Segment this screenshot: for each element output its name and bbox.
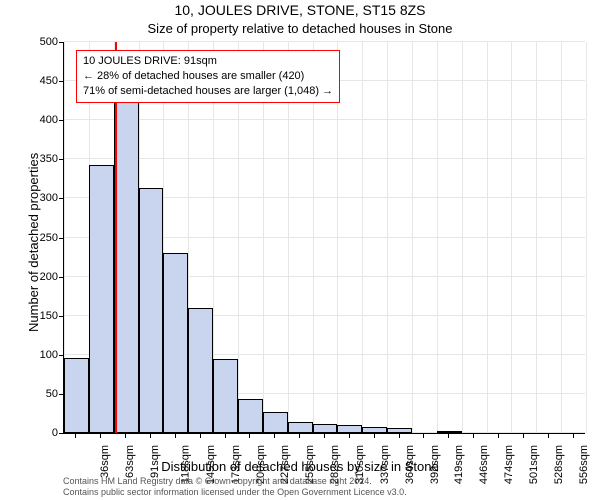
x-tick-mark — [448, 434, 449, 438]
x-tick-mark — [75, 434, 76, 438]
x-tick-mark — [399, 434, 400, 438]
annotation-line: 10 JOULES DRIVE: 91sqm — [83, 54, 333, 69]
gridline-v — [387, 42, 388, 433]
x-tick-mark — [150, 434, 151, 438]
gridline-h — [64, 158, 585, 159]
histogram-bar — [64, 358, 89, 433]
gridline-h — [64, 41, 585, 42]
x-tick-mark — [249, 434, 250, 438]
histogram-bar — [337, 425, 362, 433]
x-tick-mark — [423, 434, 424, 438]
y-tick-mark — [59, 394, 63, 395]
histogram-bar — [288, 422, 313, 433]
attribution: Contains HM Land Registry data © Crown c… — [63, 476, 407, 498]
gridline-v — [412, 42, 413, 433]
y-tick-mark — [59, 433, 63, 434]
title-main: 10, JOULES DRIVE, STONE, ST15 8ZS — [0, 2, 600, 18]
attribution-line: Contains public sector information licen… — [63, 487, 407, 498]
y-tick-mark — [59, 42, 63, 43]
x-tick-mark — [175, 434, 176, 438]
gridline-h — [64, 119, 585, 120]
y-tick-mark — [59, 198, 63, 199]
attribution-line: Contains HM Land Registry data © Crown c… — [63, 476, 407, 487]
gridline-v — [536, 42, 537, 433]
y-tick-mark — [59, 277, 63, 278]
y-tick-mark — [59, 355, 63, 356]
title-sub: Size of property relative to detached ho… — [0, 21, 600, 36]
x-tick-mark — [523, 434, 524, 438]
y-axis-label-wrap: Number of detached properties — [14, 42, 30, 434]
x-tick-mark — [374, 434, 375, 438]
x-tick-mark — [349, 434, 350, 438]
histogram-bar — [188, 308, 213, 433]
chart-container: 10, JOULES DRIVE, STONE, ST15 8ZS Size o… — [0, 0, 600, 500]
x-tick-mark — [125, 434, 126, 438]
gridline-v — [437, 42, 438, 433]
x-tick-mark — [274, 434, 275, 438]
annotation-line: ← 28% of detached houses are smaller (42… — [83, 69, 333, 84]
histogram-bar — [313, 424, 338, 433]
x-tick-mark — [324, 434, 325, 438]
x-tick-mark — [100, 434, 101, 438]
gridline-v — [586, 42, 587, 433]
x-tick-mark — [573, 434, 574, 438]
y-axis-label: Number of detached properties — [26, 153, 41, 332]
x-axis-label: Distribution of detached houses by size … — [0, 459, 600, 474]
x-tick-mark — [498, 434, 499, 438]
y-tick-mark — [59, 81, 63, 82]
annotation-line: 71% of semi-detached houses are larger (… — [83, 84, 333, 99]
histogram-bar — [139, 188, 164, 433]
x-tick-mark — [473, 434, 474, 438]
histogram-bar — [114, 102, 139, 433]
x-tick-mark — [200, 434, 201, 438]
histogram-bar — [238, 399, 263, 433]
histogram-bar — [89, 165, 114, 433]
y-tick-mark — [59, 316, 63, 317]
histogram-bar — [362, 427, 387, 433]
y-tick-mark — [59, 120, 63, 121]
gridline-v — [561, 42, 562, 433]
y-tick-mark — [59, 238, 63, 239]
x-tick-mark — [548, 434, 549, 438]
annotation-box: 10 JOULES DRIVE: 91sqm← 28% of detached … — [76, 50, 340, 103]
gridline-v — [362, 42, 363, 433]
histogram-bar — [263, 412, 288, 433]
histogram-bar — [437, 431, 462, 433]
gridline-v — [511, 42, 512, 433]
x-tick-mark — [225, 434, 226, 438]
gridline-v — [487, 42, 488, 433]
y-tick-mark — [59, 159, 63, 160]
histogram-bar — [213, 359, 238, 433]
histogram-bar — [387, 428, 412, 433]
histogram-bar — [163, 253, 188, 433]
x-tick-mark — [299, 434, 300, 438]
gridline-v — [462, 42, 463, 433]
